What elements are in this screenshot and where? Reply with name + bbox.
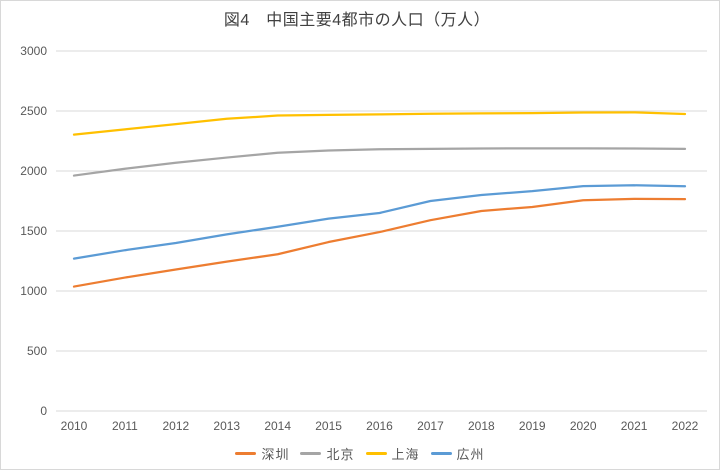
chart-title: 図4 中国主要4都市の人口（万人） <box>223 12 491 29</box>
legend-swatch-shenzhen <box>235 452 257 455</box>
series-line-shanghai <box>72 111 687 136</box>
x-tick-label: 2017 <box>417 419 444 433</box>
x-tick-label: 2020 <box>570 419 597 433</box>
x-tick-label: 2011 <box>112 419 138 433</box>
x-tick-label: 2022 <box>672 419 699 433</box>
x-tick-label: 2018 <box>468 419 495 433</box>
legend-swatch-beijing <box>300 452 322 455</box>
x-tick-label: 2012 <box>162 419 189 433</box>
legend-item-shanghai: 上海 <box>365 444 420 463</box>
y-tick-label: 2500 <box>20 104 47 118</box>
x-tick-label: 2013 <box>213 419 240 433</box>
y-tick-label: 1500 <box>20 224 47 238</box>
legend-swatch-guangzhou <box>430 452 452 455</box>
y-tick-label: 3000 <box>20 44 47 58</box>
y-tick-label: 0 <box>40 404 47 418</box>
legend-item-guangzhou: 広州 <box>430 444 485 463</box>
legend-label-shenzhen: 深圳 <box>261 447 290 462</box>
series-line-shenzhen <box>72 197 687 288</box>
series-line-beijing <box>72 147 687 177</box>
x-tick-label: 2019 <box>519 419 546 433</box>
legend-item-beijing: 北京 <box>300 444 354 463</box>
x-tick-label: 2014 <box>264 419 291 433</box>
legend-swatch-shanghai <box>365 452 387 455</box>
x-tick-label: 2021 <box>621 419 648 433</box>
x-tick-label: 2016 <box>366 419 393 433</box>
legend-label-shanghai: 上海 <box>391 447 420 462</box>
legend-item-shenzhen: 深圳 <box>235 444 289 463</box>
chart-legend: 深圳 北京 上海 広州 <box>1 444 719 463</box>
x-tick-label: 2015 <box>315 419 342 433</box>
legend-label-beijing: 北京 <box>326 447 355 462</box>
y-tick-label: 1000 <box>20 284 47 298</box>
series-line-guangzhou <box>72 184 687 260</box>
x-tick-label: 2010 <box>61 419 88 433</box>
legend-label-guangzhou: 広州 <box>456 447 485 462</box>
y-tick-label: 2000 <box>20 164 47 178</box>
y-tick-label: 500 <box>27 344 47 358</box>
